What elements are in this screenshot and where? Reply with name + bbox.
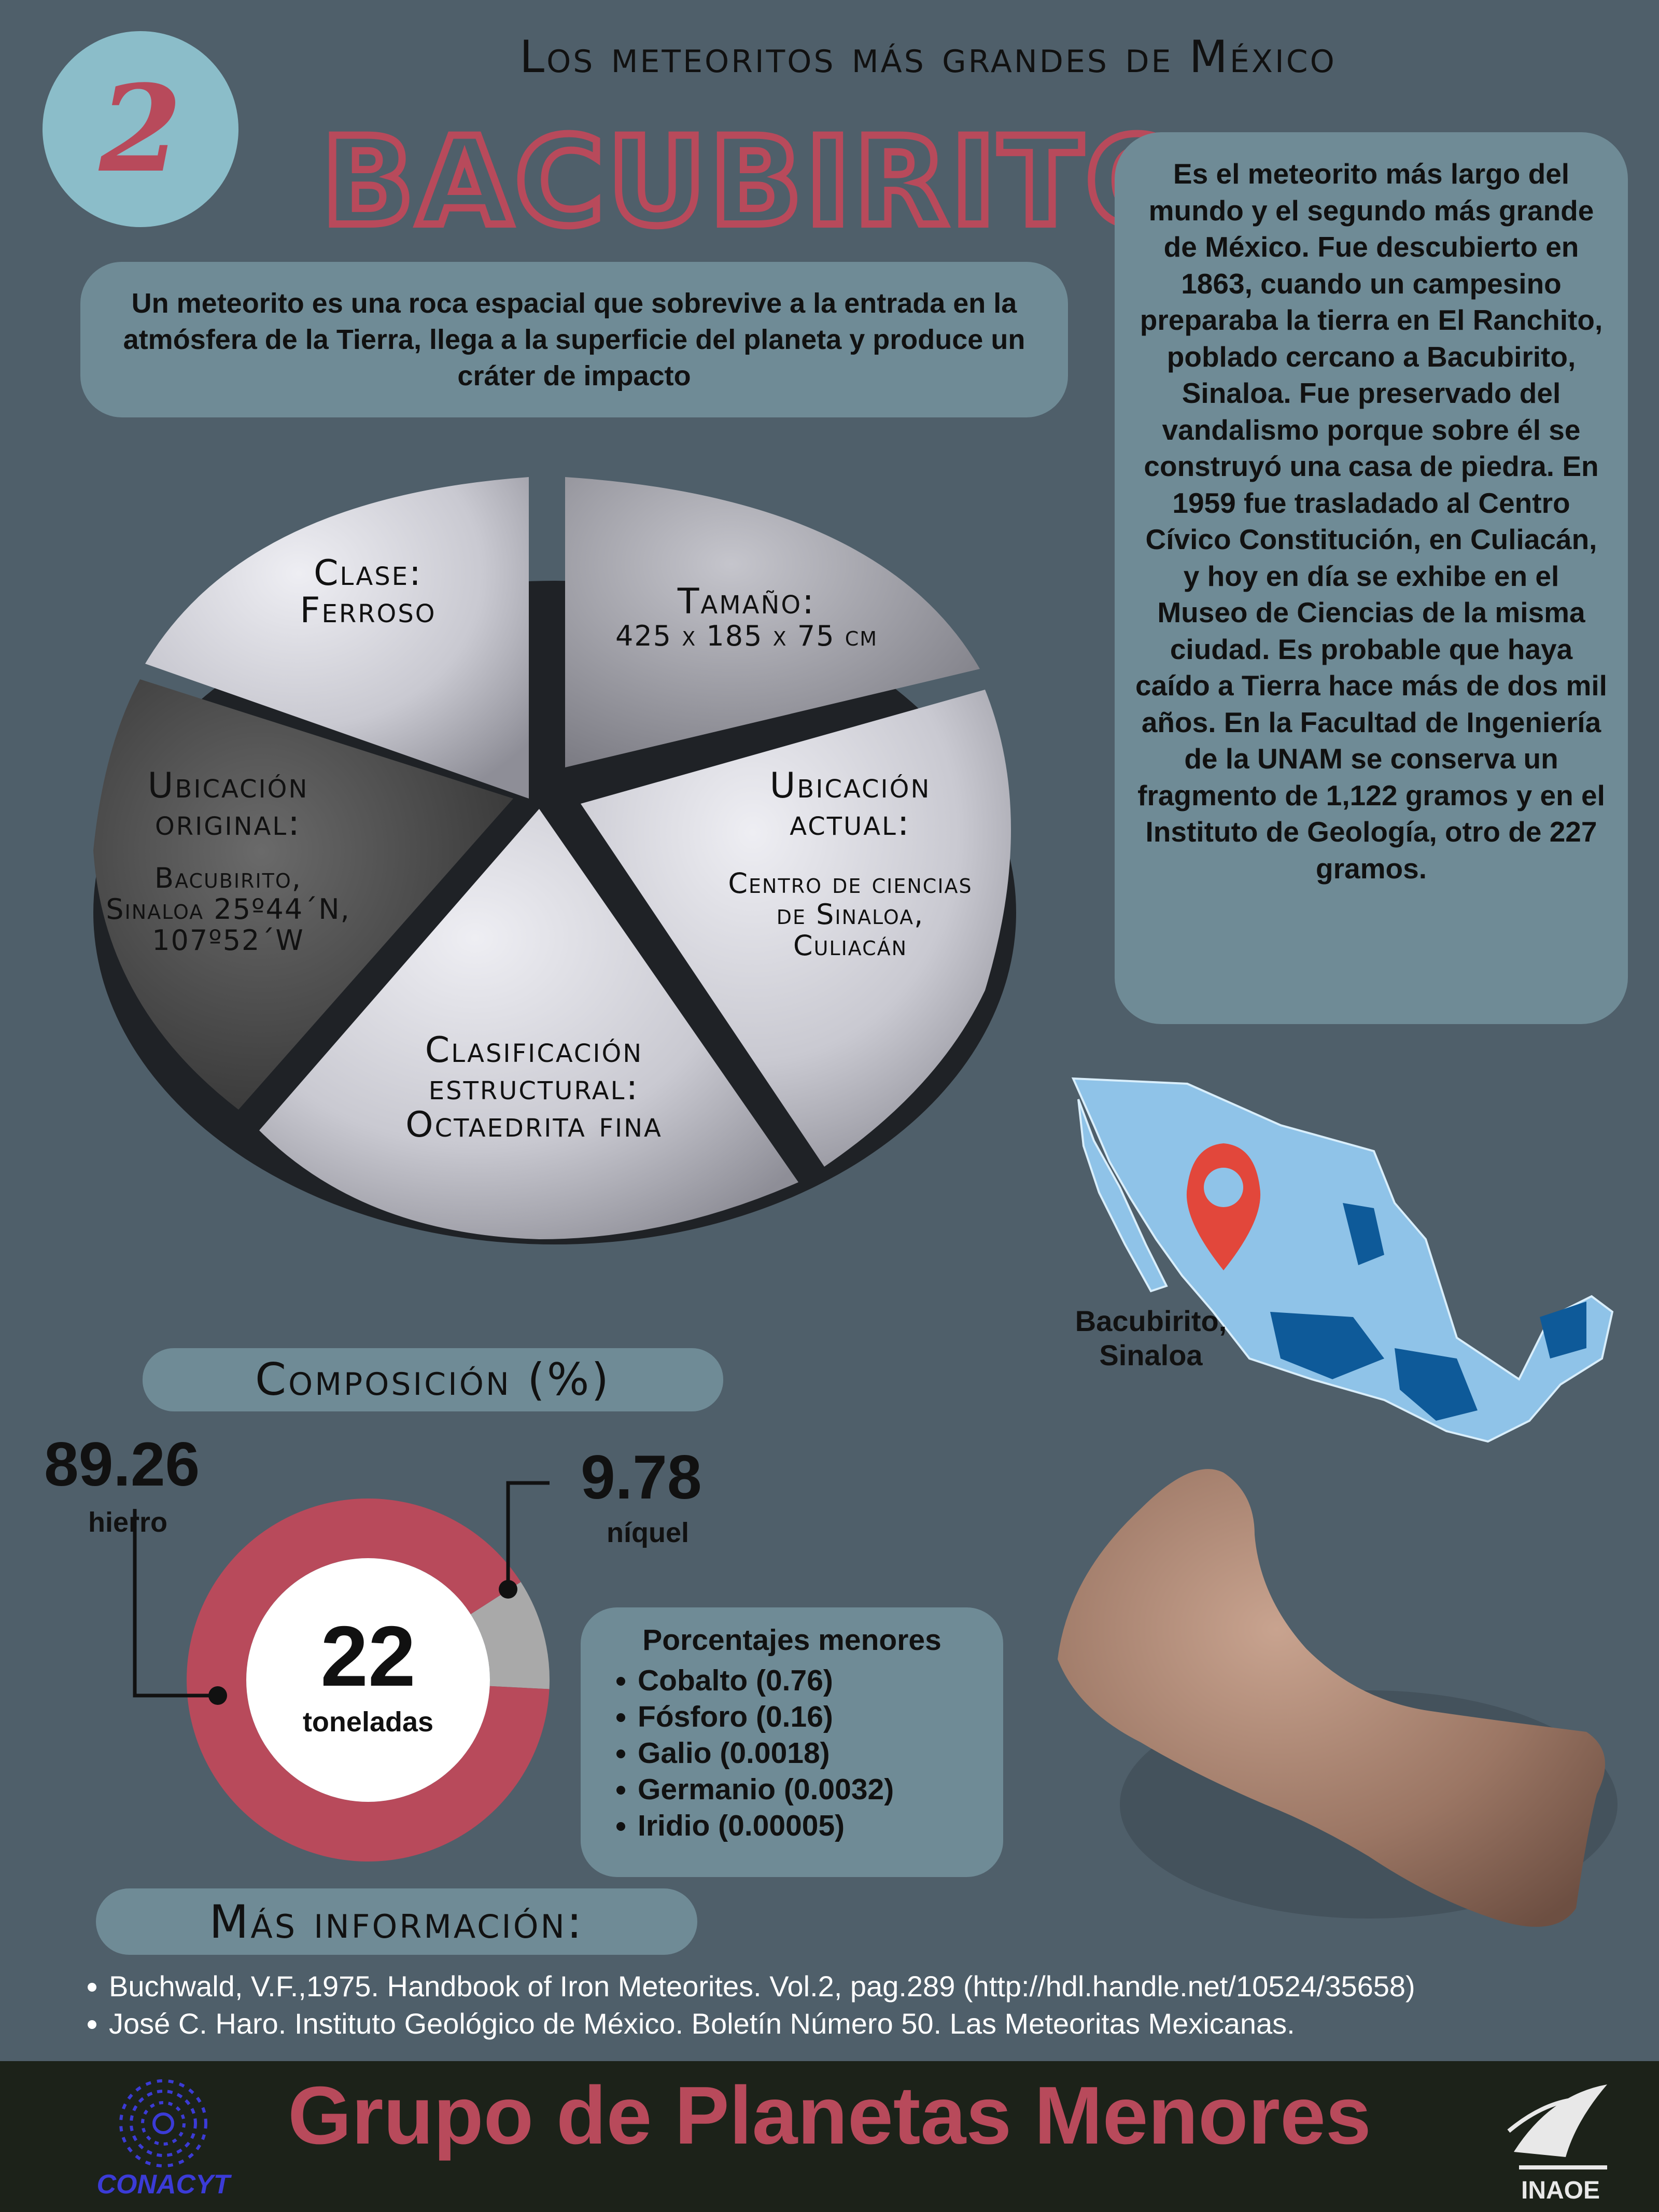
inaoe-logo: INAOE: [1507, 2084, 1607, 2204]
dark-region-3: [1395, 1348, 1478, 1421]
nickel-value: 9.78: [581, 1443, 702, 1512]
minor-item: Fósforo (0.16): [638, 1699, 982, 1735]
slice-ubic-actual: [581, 690, 1011, 1167]
conacyt-text: CONACYT: [96, 2169, 232, 2199]
donut-slice-hierro: [186, 1499, 550, 1861]
baja-peninsula: [1077, 1099, 1168, 1293]
pie-clase: Clase: Ferroso: [244, 555, 493, 629]
footer-title: Grupo de Planetas Menores: [288, 2070, 1371, 2161]
inaoe-text: INAOE: [1521, 2177, 1600, 2204]
minor-item: Iridio (0.00005): [638, 1808, 982, 1844]
slice-ubic-original: [93, 679, 513, 1110]
minor-item: Galio (0.0018): [638, 1735, 982, 1771]
donut-core: [246, 1558, 490, 1802]
pie-ubic-actual: Ubicación actual: Centro de ciencias de …: [721, 767, 980, 961]
pie-tamano: Tamaño: 425 x 185 x 75 cm: [565, 583, 928, 652]
center-label: toneladas: [302, 1706, 434, 1738]
composition-donut: [133, 1481, 550, 1861]
story-box: Es el meteorito más largo del mundo y el…: [1115, 132, 1628, 1024]
minor-item: Germanio (0.0032): [638, 1771, 982, 1808]
more-info-title: Más información:: [96, 1888, 697, 1955]
nickel-connector: [506, 1481, 550, 1587]
clase-value: Ferroso: [300, 590, 437, 631]
slice-clase: [145, 477, 529, 799]
page-title: BACUBIRITO: [318, 108, 1192, 257]
tamano-label: Tamaño:: [677, 581, 816, 622]
donut-slice-niquel: [470, 1581, 550, 1689]
conacyt-logo: CONACYT: [96, 2079, 232, 2199]
clase-label: Clase:: [314, 553, 423, 594]
info-pie-graphic: [93, 477, 1016, 1244]
number-text: 2: [99, 59, 182, 199]
ubic-original-value: Bacubirito, Sinaloa 25º44´N, 107º52´W: [106, 862, 350, 957]
dark-region-1: [1343, 1203, 1384, 1265]
tamano-value: 425 x 185 x 75 cm: [615, 620, 878, 652]
slice-tamano: [565, 477, 980, 767]
reference-item: José C. Haro. Instituto Geológico de Méx…: [109, 2005, 1654, 2042]
iron-dot: [208, 1686, 227, 1705]
center-value: 22: [320, 1608, 416, 1704]
pie-clasificacion: Clasificación estructural: Octaedrita fi…: [332, 1032, 736, 1144]
definition-box: Un meteorito es una roca espacial que so…: [80, 262, 1068, 417]
minor-title: Porcentajes menores: [642, 1623, 941, 1657]
dark-region-4: [1540, 1301, 1586, 1359]
ubic-original-label: Ubicación original:: [147, 765, 309, 844]
meteorite-image: [1058, 1469, 1618, 1927]
iron-connector: [133, 1509, 218, 1698]
reference-item: Buchwald, V.F.,1975. Handbook of Iron Me…: [109, 1968, 1654, 2005]
number-badge: 2: [43, 31, 238, 227]
ubic-actual-value: Centro de ciencias de Sinaloa, Culiacán: [728, 867, 973, 962]
dark-region-2: [1270, 1312, 1384, 1379]
clasif-label: Clasificación estructural:: [425, 1030, 643, 1108]
location-pin-icon: [1186, 1143, 1261, 1270]
minor-percentages-box: Porcentajes menores Cobalto (0.76) Fósfo…: [581, 1607, 1003, 1877]
mexico-map: [1071, 1077, 1614, 1443]
map-label: Bacubirito, Sinaloa: [1075, 1305, 1227, 1371]
footer-bar: [0, 2061, 1659, 2212]
iron-label: hierro: [88, 1507, 168, 1538]
series-title: Los meteoritos más grandes de México: [519, 31, 1337, 83]
slice-clasificacion: [259, 809, 798, 1239]
pie-ubic-original: Ubicación original: Bacubirito, Sinaloa …: [104, 767, 353, 956]
iron-value: 89.26: [44, 1430, 200, 1499]
nickel-label: níquel: [607, 1517, 689, 1548]
minor-item: Cobalto (0.76): [638, 1662, 982, 1699]
clasif-value: Octaedrita fina: [405, 1104, 663, 1145]
composition-title: Composición (%): [143, 1348, 723, 1411]
references-list: Buchwald, V.F.,1975. Handbook of Iron Me…: [73, 1968, 1654, 2042]
nickel-dot: [499, 1580, 517, 1599]
ubic-actual-label: Ubicación actual:: [769, 765, 931, 844]
